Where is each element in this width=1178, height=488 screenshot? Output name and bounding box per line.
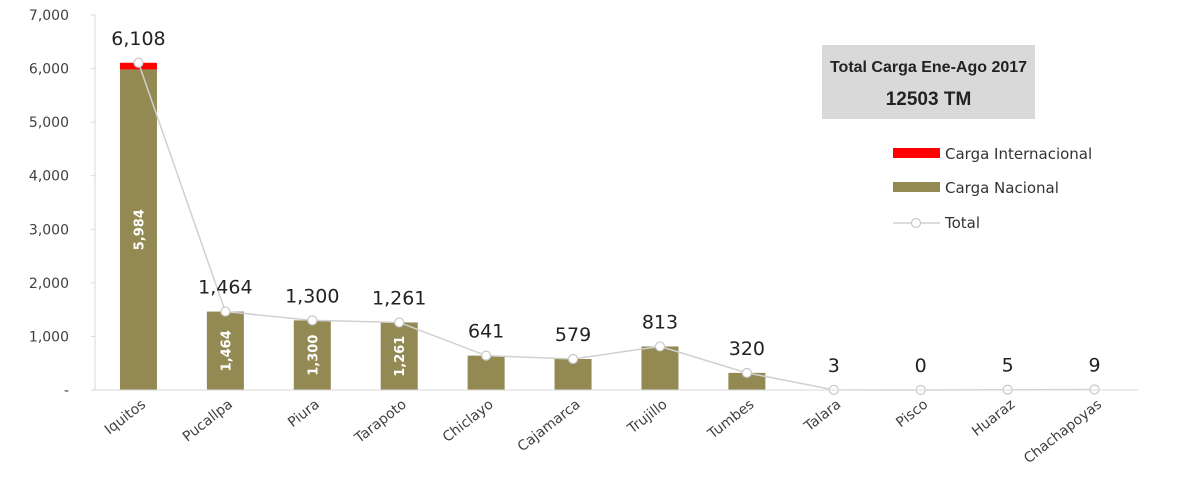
total-value-label: 641	[468, 321, 504, 343]
bar-carga-nacional	[728, 372, 766, 390]
x-tick-label: Cajamarca	[515, 397, 584, 456]
y-tick-label: 2,000	[29, 276, 69, 292]
data-labels: 6,108 1,464 1,300 1,261 641 579 813 320 3 0 5 9 5,98…	[111, 28, 1100, 377]
bar-carga-nacional	[641, 346, 679, 390]
summary-title: Total Carga Ene-Ago 2017	[829, 59, 1028, 76]
y-tick-label: 7,000	[29, 8, 69, 24]
total-point	[307, 315, 318, 326]
inner-value-label: 1,300	[306, 335, 321, 376]
y-tick-label: 1,000	[29, 329, 69, 345]
total-point	[394, 317, 405, 328]
bar-carga-nacional	[380, 322, 418, 390]
total-point	[654, 341, 666, 352]
x-tick-label: Tarapoto	[351, 397, 409, 448]
total-value-label: 5	[1002, 355, 1014, 377]
y-tick-label: -	[64, 383, 69, 399]
total-value-label: 9	[1088, 355, 1100, 377]
total-value-label: 0	[915, 355, 927, 377]
y-tick-label: 6,000	[29, 62, 69, 78]
inner-value-label: 1,464	[219, 330, 234, 371]
bar-carga-nacional	[554, 358, 592, 390]
total-value-label: 3	[828, 355, 840, 377]
legend-label: Total	[944, 214, 980, 232]
inner-value-label: 5,984	[132, 209, 147, 250]
total-point	[133, 57, 144, 68]
legend-swatch-marker	[910, 217, 922, 229]
y-tick-label: 5,000	[29, 115, 69, 131]
legend-swatch	[893, 148, 940, 158]
summary-box: Total Carga Ene-Ago 2017 12503 TM	[822, 45, 1035, 119]
x-tick-label: Iquitos	[102, 397, 149, 439]
y-axis: - 1,000 2,000 3,000 4,000 5,000 6,000 7,000	[29, 8, 96, 399]
total-value-label: 1,300	[285, 285, 339, 307]
x-tick-label: Pucallpa	[180, 397, 236, 446]
total-value-label: 1,261	[372, 287, 426, 309]
total-value-label: 6,108	[111, 28, 165, 50]
total-value-label: 579	[555, 324, 591, 346]
total-point	[481, 350, 492, 361]
y-tick-label: 3,000	[29, 222, 69, 238]
legend-swatch	[893, 182, 940, 192]
x-tick-label: Tumbes	[704, 397, 757, 443]
x-tick-label: Trujillo	[624, 397, 670, 438]
x-tick-label: Huaraz	[969, 397, 1018, 440]
x-tick-label: Chiclayo	[440, 397, 497, 446]
total-value-label: 1,464	[198, 277, 252, 299]
x-axis: Iquitos Pucallpa Piura Tarapoto Chiclayo Caja…	[95, 389, 1138, 467]
total-value-label: 320	[729, 338, 765, 360]
x-tick-label: Chachapoyas	[1021, 397, 1105, 467]
legend-label: Carga Nacional	[945, 179, 1059, 197]
bar-carga-nacional	[467, 355, 505, 390]
total-point	[741, 367, 752, 378]
x-tick-label: Piura	[285, 397, 323, 431]
total-point	[220, 306, 231, 317]
legend-label: Carga Internacional	[945, 145, 1092, 163]
inner-value-label: 1,261	[393, 336, 408, 377]
summary-value: 12503 TM	[885, 89, 972, 110]
bars	[119, 62, 1114, 390]
bar-carga-nacional	[293, 320, 331, 390]
x-tick-label: Pisco	[893, 397, 931, 432]
bar-carga-nacional	[119, 69, 157, 390]
legend: Carga Internacional Carga Nacional Total	[893, 145, 1092, 232]
total-point	[567, 353, 579, 365]
bar-carga-nacional	[206, 311, 244, 390]
y-tick-label: 4,000	[29, 169, 69, 185]
x-tick-label: Talara	[801, 397, 844, 436]
total-value-label: 813	[642, 311, 678, 333]
